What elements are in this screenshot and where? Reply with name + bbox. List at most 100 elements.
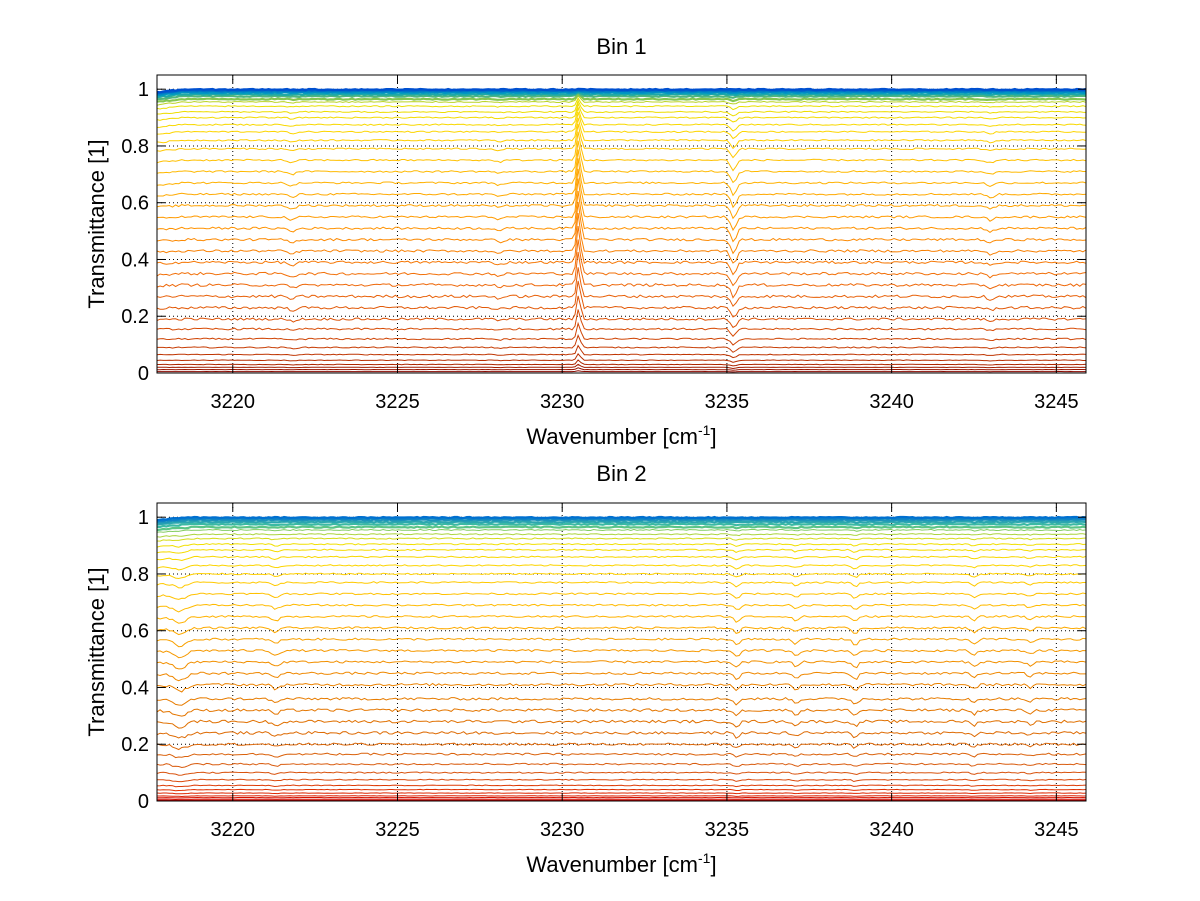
y-tick-label: 0.4 [121, 677, 149, 699]
x-tick-label: 3240 [869, 819, 914, 841]
series-line [156, 90, 1087, 97]
x-tick-label: 3220 [211, 819, 256, 841]
series-line [156, 295, 1087, 329]
series-line [156, 522, 1087, 529]
series-line [156, 140, 1086, 184]
chart-panel-bin-1: 3220 3225 3230 3235 3240 3245 00.20.40.60.81 … [84, 34, 1087, 449]
series-line [156, 226, 1087, 276]
x-tick-label: 3245 [1034, 819, 1079, 841]
series-line [156, 615, 1087, 624]
x-axis-label: Wavenumber [cm-1] [526, 850, 716, 877]
y-tick-label: 1 [138, 79, 149, 101]
series-line [156, 671, 1086, 682]
series-line [156, 321, 1087, 346]
series-line [156, 190, 1087, 243]
y-tick-label: 0.2 [121, 734, 149, 756]
series-lines [156, 515, 1087, 802]
series-line [157, 363, 1087, 370]
series-line [156, 102, 1087, 123]
y-tick-label: 0 [138, 363, 149, 385]
series-line [156, 515, 1087, 522]
series-line [156, 762, 1087, 769]
series-line [156, 111, 1087, 140]
series-line [157, 367, 1087, 371]
series-line [156, 91, 1087, 101]
series-line [156, 149, 1087, 197]
series-line [156, 792, 1087, 795]
series-line [156, 719, 1087, 729]
y-tick-label: 0.6 [121, 621, 149, 643]
series-line [156, 626, 1087, 636]
chart-title: Bin 1 [596, 34, 646, 59]
series-line [156, 533, 1087, 538]
series-line [156, 131, 1087, 172]
series-line [157, 158, 1087, 209]
series-line [156, 564, 1087, 571]
series-line [157, 99, 1087, 117]
x-tick-label: 3230 [540, 819, 585, 841]
series-line [156, 94, 1087, 106]
series-line [156, 637, 1087, 648]
y-tick-label: 1 [138, 507, 149, 529]
x-axis-label: Wavenumber [cm-1] [526, 422, 716, 449]
x-tick-label: 3235 [705, 819, 750, 841]
series-line [156, 528, 1087, 533]
x-tick-labels: 3220 3225 3230 3235 3240 3245 [211, 391, 1079, 413]
y-tick-labels: 0 0.2 0.4 0.6 0.8 1 [121, 507, 149, 813]
series-line [156, 239, 1087, 287]
series-line [156, 542, 1087, 548]
series-line [156, 201, 1087, 255]
series-line [156, 213, 1087, 264]
axes-frame [156, 74, 1087, 374]
series-line [156, 267, 1087, 308]
series-line [157, 359, 1087, 367]
series-line [156, 581, 1086, 589]
x-tick-label: 3220 [211, 391, 256, 413]
y-axis-label: Transmittance [1] [84, 139, 109, 308]
y-tick-label: 0 [138, 791, 149, 813]
series-line [156, 117, 1087, 150]
y-tick-label: 0.8 [121, 564, 149, 586]
series-line [156, 107, 1087, 132]
grid-lines [157, 75, 1086, 374]
series-line [156, 752, 1087, 759]
x-tick-label: 3230 [540, 391, 585, 413]
series-line [156, 280, 1087, 318]
y-tick-labels: 0 0.2 0.4 0.6 0.8 1 [121, 79, 149, 385]
series-line [157, 795, 1086, 798]
series-line [156, 788, 1087, 792]
series-line [157, 333, 1087, 353]
series-line [156, 92, 1087, 103]
series-line [156, 592, 1087, 600]
series-line [156, 548, 1087, 554]
series-line [156, 520, 1087, 526]
series-line [156, 730, 1087, 739]
series-line [156, 123, 1087, 159]
series-line [156, 537, 1087, 542]
x-tick-label: 3225 [375, 819, 420, 841]
series-line [156, 572, 1087, 580]
y-tick-label: 0.2 [121, 306, 149, 328]
axes-frame [156, 502, 1087, 802]
series-line [156, 648, 1087, 659]
y-tick-label: 0.8 [121, 136, 149, 158]
series-line [156, 97, 1087, 111]
y-axis-label: Transmittance [1] [84, 567, 109, 736]
x-tick-label: 3235 [705, 391, 750, 413]
series-line [156, 771, 1087, 776]
series-line [156, 178, 1087, 232]
series-line [156, 87, 1087, 94]
tick-marks [157, 503, 1086, 802]
series-line [157, 696, 1087, 706]
series-line [156, 525, 1087, 532]
y-tick-label: 0.6 [121, 193, 149, 215]
series-line [156, 555, 1087, 562]
series-line [157, 370, 1086, 373]
chart-panel-bin-2: 3220 3225 3230 3235 3240 3245 00.20.40.60.81 … [84, 461, 1087, 877]
chart-title: Bin 2 [596, 461, 646, 486]
series-line [156, 251, 1087, 299]
series-line [156, 784, 1087, 788]
series-lines [156, 87, 1087, 374]
x-tick-label: 3245 [1034, 391, 1079, 413]
series-line [156, 168, 1087, 220]
